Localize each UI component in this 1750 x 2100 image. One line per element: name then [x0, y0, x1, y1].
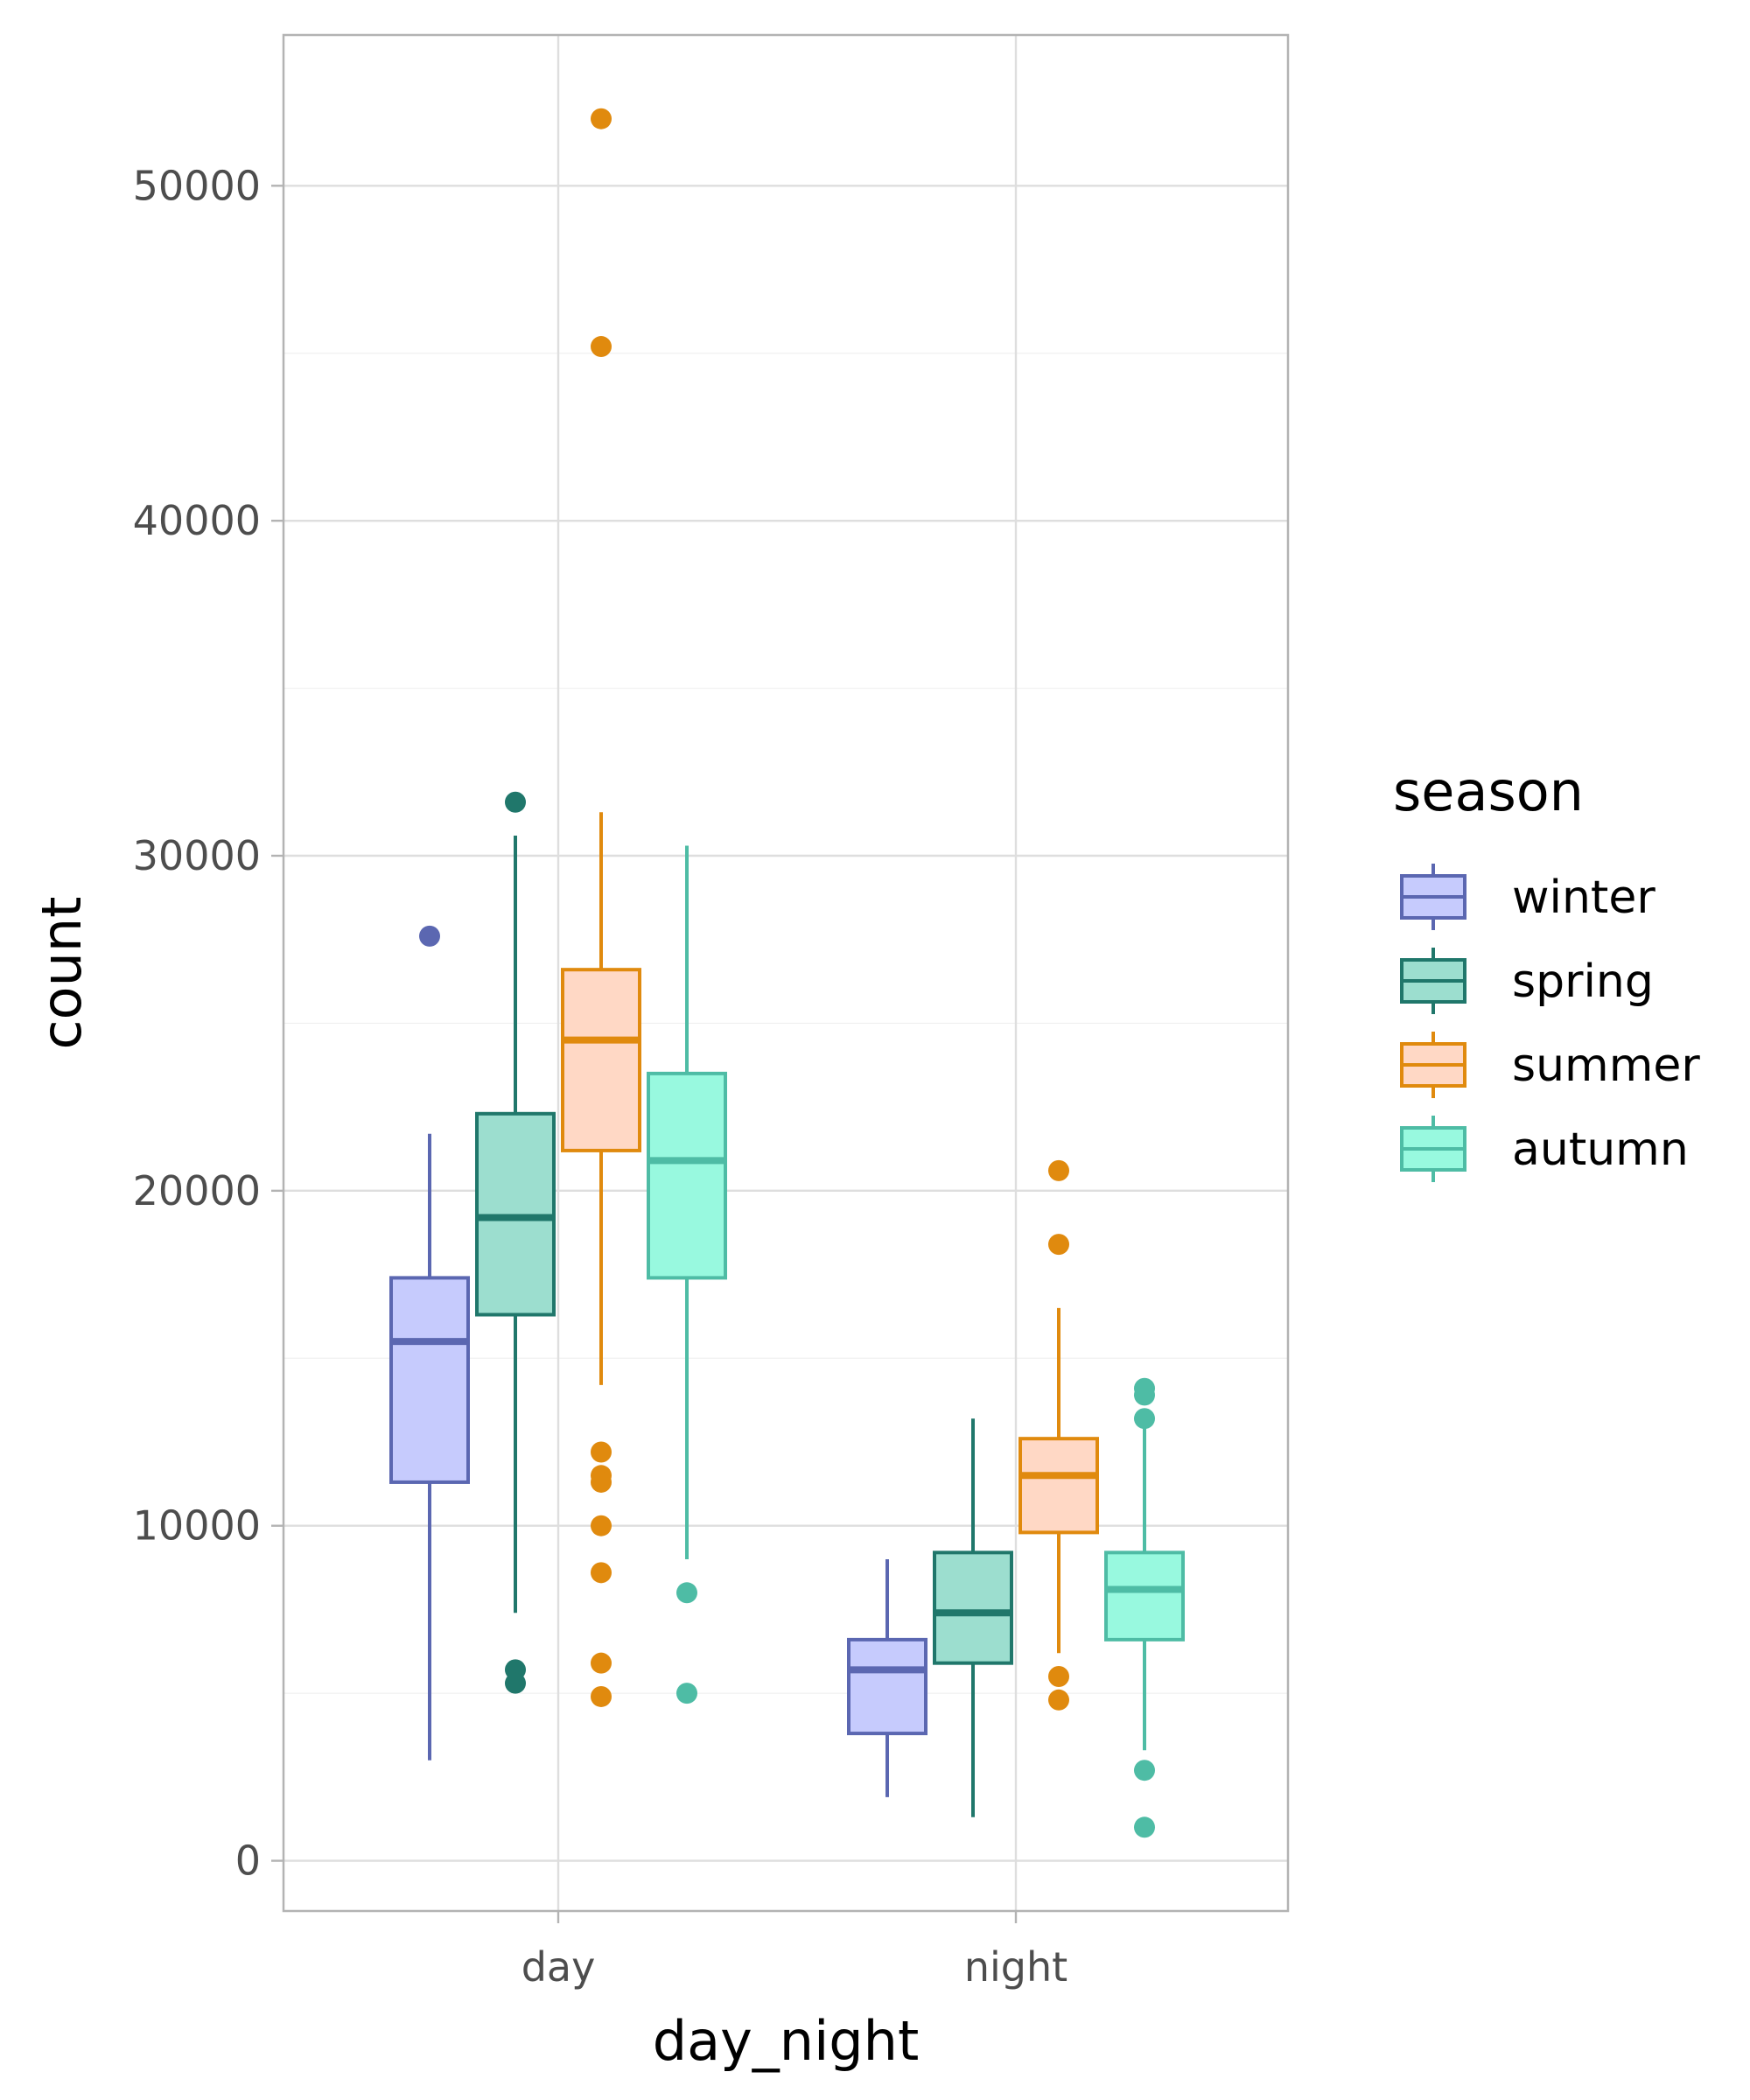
outlier-point	[505, 1672, 526, 1694]
box-summer-night	[1018, 1159, 1099, 1711]
box-spring-night	[933, 1418, 1013, 1817]
box-iqr	[933, 1550, 1013, 1665]
box-layer	[389, 108, 1185, 1838]
box-iqr	[389, 1276, 470, 1484]
legend-label: summer	[1512, 1040, 1700, 1092]
legend-item-spring: spring	[1400, 948, 1654, 1014]
outlier-point	[1134, 1816, 1155, 1838]
legend-title: season	[1393, 760, 1584, 823]
outlier-point	[1134, 1408, 1155, 1430]
box-iqr	[561, 968, 641, 1152]
box-summer-day	[561, 108, 641, 1707]
box-autumn-day	[647, 845, 727, 1704]
x-tick-label: day	[522, 1943, 596, 1991]
legend-item-summer: summer	[1400, 1032, 1700, 1098]
axes-layer: 0 10000 20000 30000 40000 50000 day night	[133, 162, 1068, 1991]
outlier-point	[1048, 1666, 1069, 1687]
outlier-point	[505, 791, 526, 813]
box-winter-night	[847, 1559, 928, 1797]
box-iqr	[847, 1637, 928, 1736]
outlier-point	[591, 336, 612, 358]
legend-label: winter	[1512, 872, 1656, 924]
y-tick-label: 40000	[133, 497, 261, 544]
outlier-point	[1048, 1159, 1069, 1181]
x-tick-label: night	[964, 1943, 1068, 1991]
outlier-point	[591, 1652, 612, 1674]
y-axis-title: count	[30, 897, 94, 1050]
y-tick-label: 30000	[133, 832, 261, 879]
outlier-point	[591, 1562, 612, 1584]
box-winter-day	[389, 925, 470, 1760]
outlier-point	[1048, 1689, 1069, 1711]
box-iqr	[1018, 1437, 1099, 1535]
outlier-point	[591, 1515, 612, 1536]
outlier-point	[1134, 1760, 1155, 1782]
outlier-point	[1134, 1384, 1155, 1406]
grid-lines	[284, 35, 1288, 1911]
outlier-point	[591, 1471, 612, 1493]
outlier-point	[1048, 1234, 1069, 1256]
outlier-point	[591, 1685, 612, 1707]
y-tick-label: 0	[235, 1838, 261, 1885]
x-axis-title: day_night	[653, 2009, 920, 2073]
outlier-point	[676, 1683, 697, 1704]
y-tick-label: 10000	[133, 1502, 261, 1550]
y-tick-label: 20000	[133, 1167, 261, 1214]
legend-item-autumn: autumn	[1400, 1116, 1689, 1182]
y-tick-label: 50000	[133, 162, 261, 209]
panel-border	[282, 33, 1290, 1913]
legend-label: spring	[1512, 956, 1654, 1008]
legend-label: autumn	[1512, 1124, 1689, 1176]
outlier-point	[591, 1441, 612, 1463]
outlier-point	[676, 1582, 697, 1604]
outlier-point	[591, 108, 612, 130]
box-iqr	[1104, 1550, 1185, 1642]
outlier-point	[419, 925, 440, 947]
legend-item-winter: winter	[1400, 864, 1656, 930]
legend: season winter spring summer autumn	[1393, 760, 1700, 1182]
box-spring-day	[475, 791, 556, 1694]
box-iqr	[647, 1071, 727, 1280]
box-autumn-night	[1104, 1377, 1185, 1838]
